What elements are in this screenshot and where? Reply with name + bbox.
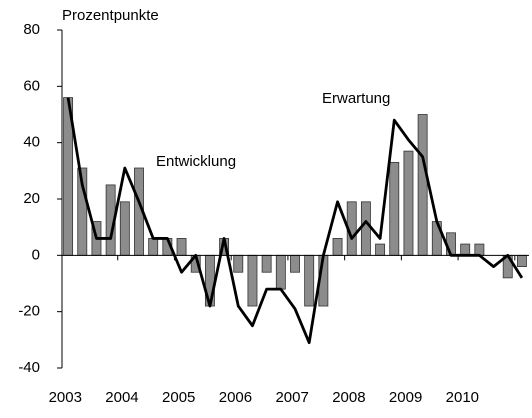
bar [403,150,414,256]
bar [176,238,187,256]
series-label: Erwartung [322,90,390,107]
bar [261,254,272,273]
line [66,97,524,345]
bar [389,161,400,256]
y-tick-label: 80 [23,21,40,38]
y-tick-label: -40 [18,359,40,376]
bar [119,201,130,256]
x-tick-label: 2005 [162,389,195,406]
y-axis-label: Prozentpunkte [62,7,159,24]
y-tick-label: -20 [18,303,40,320]
bar [148,238,159,256]
bar [460,243,471,256]
x-tick-label: 2009 [389,389,422,406]
x-tick-label: 2008 [332,389,365,406]
bar [360,201,371,256]
bar [247,254,258,307]
y-tick-label: 40 [23,134,40,151]
x-tick-label: 2006 [219,389,252,406]
x-tick-label: 2004 [105,389,138,406]
series-label: Entwicklung [156,153,236,170]
y-tick-label: 60 [23,77,40,94]
bar [417,114,428,256]
bar [375,243,386,256]
bar [304,254,315,307]
bar [290,254,300,273]
bar [233,254,244,273]
bar [474,243,485,256]
x-tick-label: 2007 [275,389,308,406]
y-tick-label: 0 [32,246,40,263]
bar [516,254,527,267]
x-tick-label: 2003 [49,389,82,406]
x-tick-label: 2010 [446,389,479,406]
bar [275,254,286,290]
y-tick-label: 20 [23,190,40,207]
bar [332,238,343,256]
